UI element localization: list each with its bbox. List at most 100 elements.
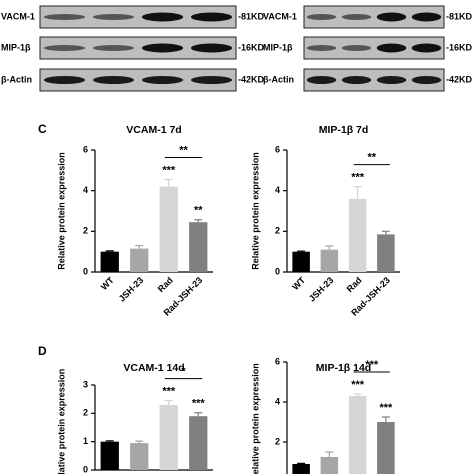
bar [320,249,339,272]
error-bar [353,186,362,199]
blot-band [411,43,442,53]
significance: ** [194,205,203,217]
error-bar [325,245,334,250]
blot-band [376,76,407,84]
bar [189,222,208,272]
x-tick-label: JSH-23 [307,275,336,304]
bar [348,198,367,272]
bar [100,251,119,272]
error-bar [105,250,114,252]
significance: *** [162,385,176,397]
x-tick-label: WT [290,275,307,292]
error-bar [297,250,306,252]
error-bar [135,440,144,444]
x-tick-label: Rad [345,275,364,294]
blot-band [190,43,233,53]
blot-band [43,76,86,84]
bar [130,443,149,470]
size-label: -42KD [446,74,473,84]
blot-band [306,45,337,51]
blot-band [411,76,442,84]
bar [159,404,178,470]
comparison-label: ** [179,144,188,156]
blot-strip [39,68,237,92]
protein-label: VACM-1 [1,11,35,21]
size-label: -81KD [446,11,473,21]
y-tick-label: 2 [275,226,280,236]
protein-label: β-Actin [1,74,32,84]
size-label: -81KD [238,11,265,21]
error-bar [194,412,203,417]
error-bar [164,178,173,187]
chart-title: VCAM-1 14d [123,362,184,374]
blot-strip [303,68,445,92]
bar [320,457,339,474]
error-bar [353,393,362,396]
blot-band [341,45,372,51]
bar [377,234,395,272]
bar [292,251,310,272]
protein-label: MIP-1β [263,42,293,52]
chart-title: MIP-1β 7d [319,124,369,136]
error-bar [194,219,203,223]
bar [189,416,208,470]
bar [130,248,149,272]
blot-band [141,76,184,84]
y-axis-label: Relative protein expression [250,152,260,270]
y-tick-label: 4 [275,185,280,195]
blot-strip [39,5,237,29]
blot-band [190,76,233,84]
y-tick-label: 6 [275,144,280,154]
y-tick-label: 0 [83,464,88,474]
y-tick-label: 1 [83,436,88,446]
error-bar [381,416,390,422]
error-bar [381,230,390,235]
blot-band [306,14,337,20]
comparison-label: *** [365,359,379,371]
comparison-label: * [181,365,186,377]
chart-title: MIP-1β 14d [316,362,371,374]
error-bar [105,440,114,442]
significance: *** [379,402,393,414]
x-tick-label: Rad [156,275,175,294]
y-axis-label: Relative protein expression [56,369,66,474]
blot-band [141,12,184,22]
x-tick-label: WT [99,275,116,292]
significance: *** [351,172,365,184]
blot-band [141,43,184,53]
blot-band [43,45,86,51]
size-label: -42KD [238,74,265,84]
y-tick-label: 6 [275,356,280,366]
blot-band [341,76,372,84]
x-tick-label: JSH-23 [117,275,146,304]
blot-band [92,14,135,20]
blot-strip [303,5,445,29]
chart-title: VCAM-1 7d [126,124,181,136]
comparison-label: ** [367,152,376,164]
blot-band [341,14,372,20]
blot-band [306,76,337,84]
size-label: -16KD [446,42,473,52]
blot-band [92,45,135,51]
y-axis-label: Relative protein expression [56,152,66,270]
blot-band [376,43,407,53]
y-axis-label: Relative protein expression [250,363,260,474]
bar [100,441,119,470]
bar [292,464,310,474]
error-bar [297,462,306,464]
panel-letter: C [38,122,47,136]
significance: *** [162,164,176,176]
y-tick-label: 2 [83,408,88,418]
y-tick-label: 0 [275,266,280,276]
error-bar [135,244,144,249]
y-tick-label: 0 [83,266,88,276]
blot-band [376,12,407,22]
protein-label: VACM-1 [263,11,297,21]
bar [377,422,395,474]
size-label: -16KD [238,42,265,52]
error-bar [164,399,173,405]
blot-strip [39,36,237,60]
blot-band [92,76,135,84]
y-tick-label: 2 [83,226,88,236]
blot-band [190,12,233,22]
